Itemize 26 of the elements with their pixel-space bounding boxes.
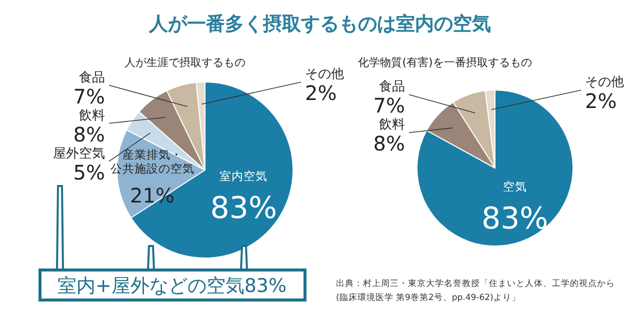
pie-slice xyxy=(416,90,574,246)
data-label: 2% xyxy=(305,81,337,106)
text: 室内+屋外などの空気83% xyxy=(57,275,287,297)
data-label: 83% xyxy=(210,191,277,226)
slice-label: 屋外空気 xyxy=(53,146,105,162)
data-label: 5% xyxy=(73,160,105,184)
slice-label: 食品 xyxy=(79,70,105,86)
chart-subtitle: 化学物質(有害)を一番摂取するもの xyxy=(358,56,532,69)
data-label: 8% xyxy=(373,132,405,156)
slice-label: その他 xyxy=(305,67,344,82)
source-note: 出典：村上周三・東京大学名誉教授「住まいと人体、工学的視点から xyxy=(336,278,615,289)
data-label: 83% xyxy=(482,202,548,237)
slice-label: 室内空気 xyxy=(220,169,268,184)
chart-title: 人が一番多く摂取するものは室内の空気 xyxy=(148,13,491,35)
slice-label: 空気 xyxy=(502,180,527,194)
data-label: 7% xyxy=(373,94,405,118)
data-label: 2% xyxy=(585,89,617,114)
slice-label: 飲料 xyxy=(79,108,105,124)
slice-label: 産業排気・公共施設の空気 xyxy=(110,148,194,176)
text: (臨床環境医学 第9巻第2号、pp.49-62)より」 xyxy=(336,292,520,303)
slice-label: 飲料 xyxy=(379,118,405,133)
slice-label: 食品 xyxy=(379,80,405,95)
data-label: 8% xyxy=(73,122,105,146)
chart-subtitle: 人が生涯で摂取するもの xyxy=(124,56,246,69)
slice-label: その他 xyxy=(585,75,624,90)
data-label: 7% xyxy=(73,84,105,108)
